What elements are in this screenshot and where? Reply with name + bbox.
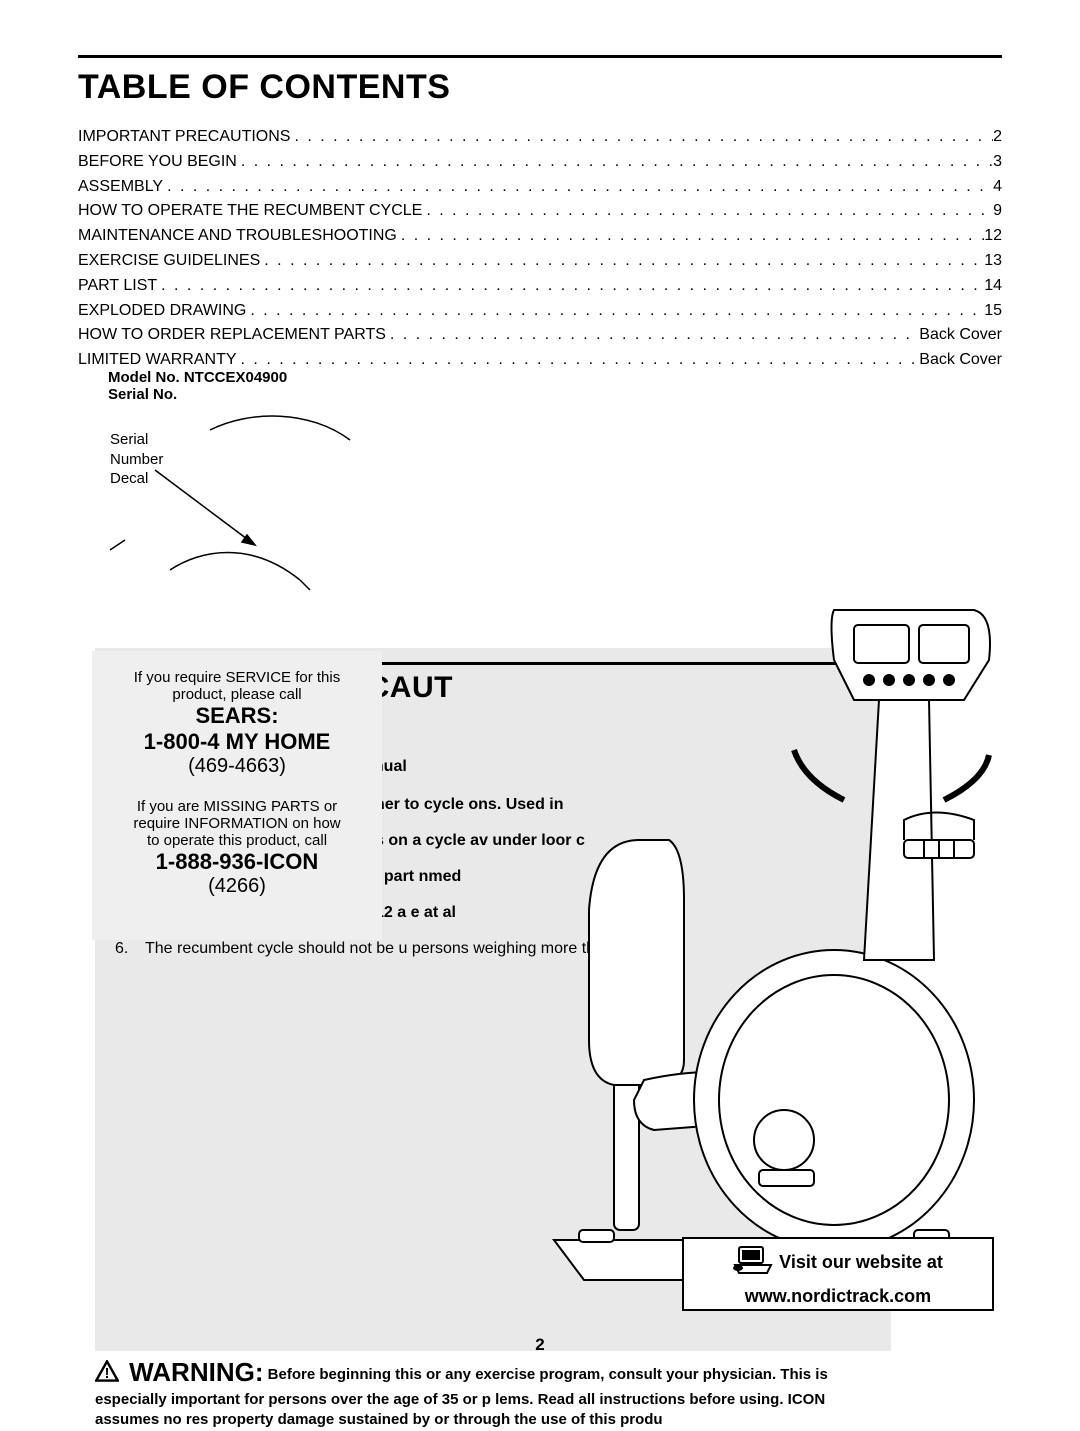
parts-block: If you are MISSING PARTS or require INFO… [106, 798, 368, 898]
toc-label: ASSEMBLY [78, 175, 163, 200]
table-of-contents: IMPORTANT PRECAUTIONS2BEFORE YOU BEGIN3A… [78, 125, 1002, 373]
icon-number: 1-888-936-ICON [106, 849, 368, 875]
rule [78, 55, 1002, 58]
toc-leader-dots [422, 199, 993, 224]
parts-line: If you are MISSING PARTS or [106, 798, 368, 815]
svg-text:!: ! [105, 1366, 110, 1382]
toc-row: MAINTENANCE AND TROUBLESHOOTING 12 [78, 224, 1002, 249]
toc-row: BEFORE YOU BEGIN 3 [78, 150, 1002, 175]
toc-leader-dots [163, 175, 993, 200]
toc-label: BEFORE YOU BEGIN [78, 150, 237, 175]
toc-page: 3 [993, 150, 1002, 175]
warning-word: WARNING: [129, 1357, 263, 1387]
toc-leader-dots [157, 274, 984, 299]
toc-leader-dots [290, 125, 993, 150]
toc-page: 2 [993, 125, 1002, 150]
computer-icon [733, 1245, 773, 1280]
toc-row: PART LIST 14 [78, 274, 1002, 299]
website-line1: Visit our website at [779, 1252, 943, 1273]
sears-label: SEARS: [106, 703, 368, 729]
toc-label: MAINTENANCE AND TROUBLESHOOTING [78, 224, 397, 249]
toc-page: 14 [984, 274, 1002, 299]
toc-page: 15 [984, 299, 1002, 324]
toc-row: ASSEMBLY 4 [78, 175, 1002, 200]
toc-page: 13 [984, 249, 1002, 274]
website-row1: Visit our website at [694, 1245, 982, 1280]
toc-leader-dots [237, 150, 993, 175]
service-block: If you require SERVICE for this product,… [106, 669, 368, 778]
toc-leader-dots [386, 323, 919, 348]
manual-page: TABLE OF CONTENTS IMPORTANT PRECAUTIONS 2… [78, 55, 1002, 373]
toc-label: HOW TO OPERATE THE RECUMBENT CYCLE [78, 199, 422, 224]
toc-label: IMPORTANT PRECAUTIONS [78, 125, 290, 150]
website-url: www.nordictrack.com [694, 1286, 982, 1307]
toc-label: HOW TO ORDER REPLACEMENT PARTS [78, 323, 386, 348]
website-callout: Visit our website at www.nordictrack.com [682, 1237, 994, 1311]
service-line: product, please call [106, 686, 368, 703]
toc-row: EXPLODED DRAWING 15 [78, 299, 1002, 324]
page-number: 2 [0, 1335, 1080, 1355]
toc-page: 12 [984, 224, 1002, 249]
toc-row: HOW TO ORDER REPLACEMENT PARTS Back Cover [78, 323, 1002, 348]
toc-row: HOW TO OPERATE THE RECUMBENT CYCLE 9 [78, 199, 1002, 224]
recumbent-cycle-illustration [534, 540, 994, 1300]
toc-row: EXERCISE GUIDELINES 13 [78, 249, 1002, 274]
service-line: If you require SERVICE for this [106, 669, 368, 686]
toc-row: IMPORTANT PRECAUTIONS 2 [78, 125, 1002, 150]
page-title: TABLE OF CONTENTS [78, 68, 1002, 107]
precaution-num: 6. [115, 940, 145, 958]
toc-page: 9 [993, 199, 1002, 224]
toc-leader-dots [397, 224, 984, 249]
toc-leader-dots [246, 299, 984, 324]
service-card: If you require SERVICE for this product,… [92, 651, 382, 940]
toc-leader-dots [237, 348, 920, 373]
parts-line: require INFORMATION on how [106, 815, 368, 832]
toc-page: 4 [993, 175, 1002, 200]
parts-line: to operate this product, call [106, 832, 368, 849]
sears-number: 1-800-4 MY HOME [106, 729, 368, 755]
toc-page: Back Cover [919, 348, 1002, 373]
toc-label: EXPLODED DRAWING [78, 299, 246, 324]
toc-label: EXERCISE GUIDELINES [78, 249, 260, 274]
warning-icon: ! [95, 1360, 119, 1388]
icon-sub-number: (4266) [106, 875, 368, 898]
toc-page: Back Cover [919, 323, 1002, 348]
warning-block: ! WARNING: Before beginning this or any … [95, 1355, 891, 1431]
toc-leader-dots [260, 249, 984, 274]
sears-sub-number: (469-4663) [106, 755, 368, 778]
decal-sketch [100, 380, 400, 630]
toc-label: PART LIST [78, 274, 157, 299]
